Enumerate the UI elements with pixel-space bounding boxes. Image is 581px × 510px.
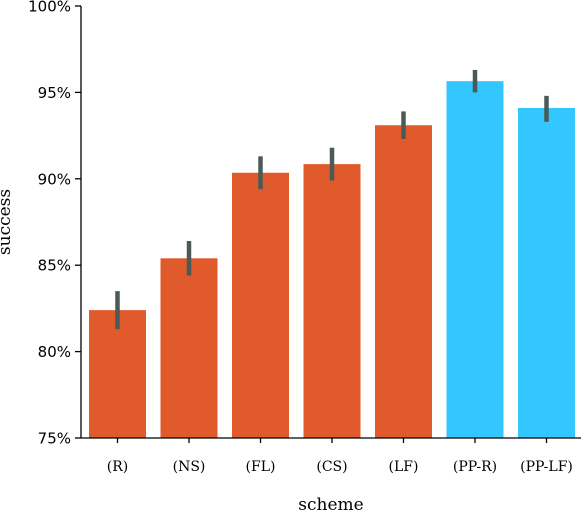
y-tick-label: 90%: [38, 170, 71, 188]
bar-r: [89, 310, 146, 438]
bar-pp-lf: [518, 107, 575, 438]
errorbars-group: [115, 69, 549, 330]
x-tick-label: (FL): [246, 459, 276, 475]
bar-pp-r: [446, 81, 504, 439]
x-tick-label: (CS): [316, 459, 347, 475]
x-tick-label: (LF): [389, 459, 419, 475]
bar-cs: [303, 164, 361, 439]
y-axis-title: success: [0, 189, 15, 255]
bar-lf: [375, 125, 432, 438]
bars-group: [89, 81, 575, 439]
y-tick-label: 95%: [38, 84, 71, 102]
bar-ns: [160, 258, 218, 438]
y-tick-label: 85%: [38, 257, 71, 275]
x-tick-label: (PP-LF): [520, 459, 573, 475]
x-axis-title: scheme: [298, 495, 363, 510]
y-tick-label: 100%: [28, 0, 71, 16]
x-tick-label: (R): [107, 459, 128, 475]
y-tick-label: 80%: [38, 343, 71, 361]
x-ticks-group: (R) (NS) (FL) (CS) (LF) (PP-R) (PP-LF): [107, 438, 573, 475]
y-ticks-group: 75% 80% 85% 90% 95% 100%: [28, 0, 81, 448]
x-tick-label: (NS): [173, 459, 206, 475]
bar-fl: [232, 172, 289, 438]
y-tick-label: 75%: [38, 430, 71, 448]
x-tick-label: (PP-R): [453, 459, 497, 475]
